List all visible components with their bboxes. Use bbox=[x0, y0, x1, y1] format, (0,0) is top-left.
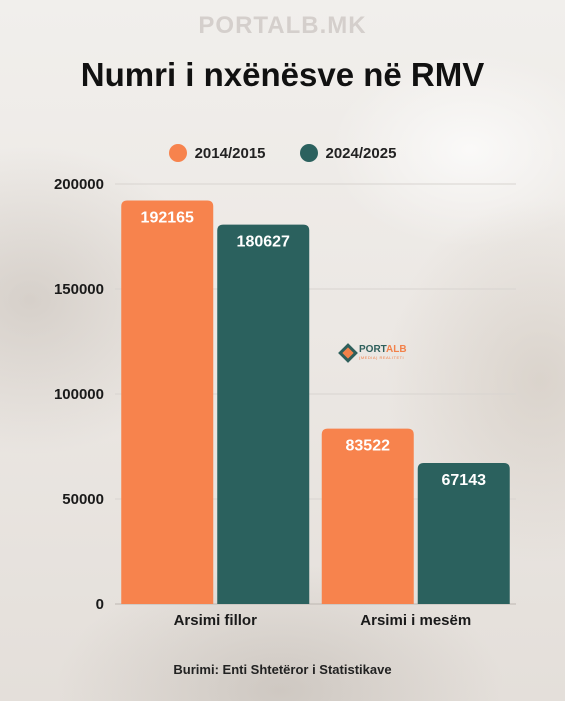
data-label-1-1: 67143 bbox=[442, 472, 487, 489]
bar-1-1 bbox=[417, 462, 510, 604]
x-tick-label-0: Arsimi fillor bbox=[174, 612, 258, 629]
y-tick-label-3: 150000 bbox=[54, 281, 104, 298]
logo-tagline: (MEDIA) REALITETI bbox=[359, 355, 405, 360]
logo-name-part-2: ALB bbox=[386, 344, 407, 355]
legend-item-series-2: 2024/2025 bbox=[299, 144, 397, 162]
data-label-1-0: 83522 bbox=[346, 438, 391, 455]
y-tick-label-1: 50000 bbox=[62, 491, 104, 508]
bar-0-1 bbox=[217, 224, 310, 605]
logo-name-part-1: PORT bbox=[359, 344, 387, 355]
legend-swatch-series-2 bbox=[299, 144, 318, 162]
legend-item-series-1: 2014/2015 bbox=[168, 144, 266, 162]
data-label-0-1: 180627 bbox=[237, 234, 290, 251]
bar-0-0 bbox=[121, 200, 214, 605]
bar-1-0 bbox=[321, 428, 414, 604]
source-note: Burimi: Enti Shtetëror i Statistikave bbox=[173, 662, 392, 677]
legend-swatch-series-1 bbox=[168, 144, 187, 162]
legend-label-series-1: 2014/2015 bbox=[194, 144, 266, 162]
y-tick-label-4: 200000 bbox=[54, 176, 104, 193]
data-label-0-0: 192165 bbox=[141, 209, 194, 226]
watermark-text: PORTALB.MK bbox=[198, 12, 367, 39]
x-tick-label-1: Arsimi i mesëm bbox=[360, 612, 471, 629]
y-tick-label-0: 0 bbox=[96, 596, 104, 613]
chart-title: Numri i nxënësve në RMV bbox=[80, 56, 485, 93]
logo-mark-icon bbox=[338, 342, 358, 363]
y-tick-label-2: 100000 bbox=[54, 386, 104, 403]
legend: 2014/2015 2024/2025 bbox=[0, 144, 565, 162]
portalb-logo: PORTALB (MEDIA) REALITETI bbox=[338, 342, 407, 363]
legend-label-series-2: 2024/2025 bbox=[325, 144, 397, 162]
